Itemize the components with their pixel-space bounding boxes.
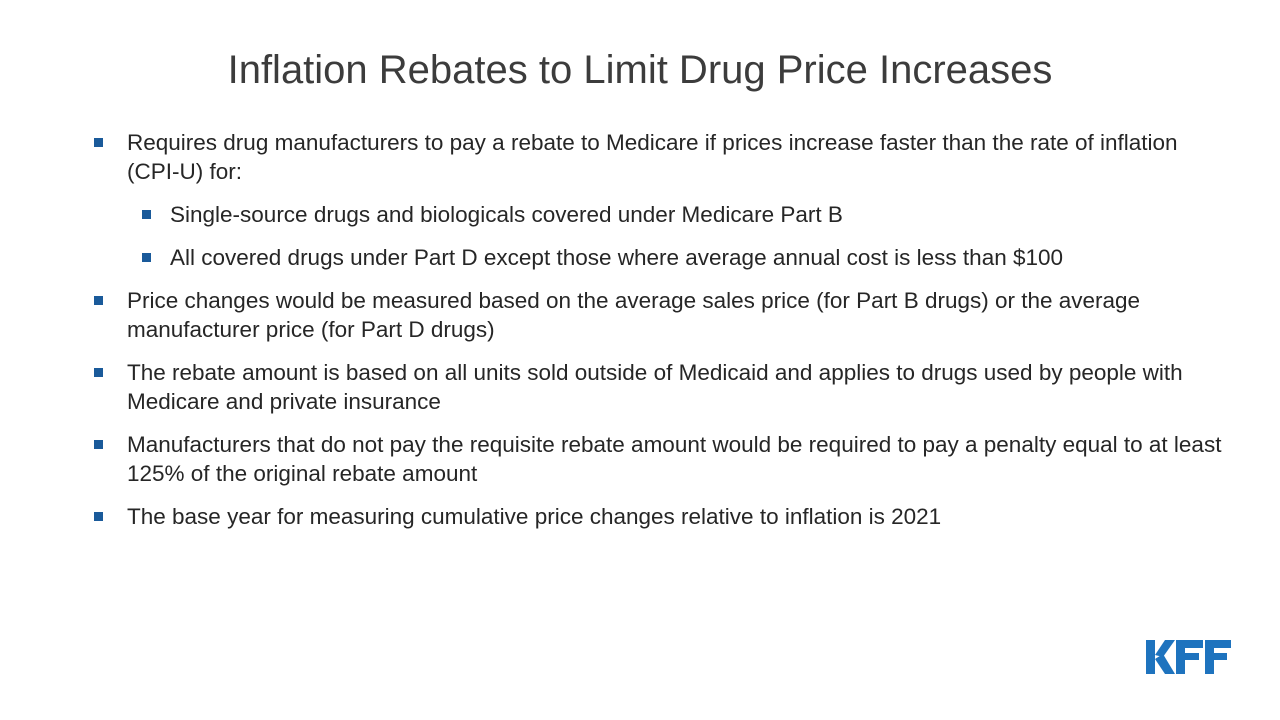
- sub-bullet-item: All covered drugs under Part D except th…: [92, 243, 1222, 272]
- bullet-text: The base year for measuring cumulative p…: [127, 504, 942, 529]
- bullet-square-icon: [94, 440, 103, 449]
- bullet-text: Single-source drugs and biologicals cove…: [170, 202, 843, 227]
- bullet-text: All covered drugs under Part D except th…: [170, 245, 1064, 270]
- bullet-text: Requires drug manufacturers to pay a reb…: [127, 130, 1178, 184]
- slide-title: Inflation Rebates to Limit Drug Price In…: [227, 48, 1053, 92]
- bullet-item: Price changes would be measured based on…: [92, 286, 1222, 344]
- bullet-text: The rebate amount is based on all units …: [127, 360, 1183, 414]
- bullet-item: The base year for measuring cumulative p…: [92, 502, 1222, 531]
- bullet-item: The rebate amount is based on all units …: [92, 358, 1222, 416]
- bullet-text: Manufacturers that do not pay the requis…: [127, 432, 1222, 486]
- bullet-square-icon: [94, 368, 103, 377]
- bullet-item: Requires drug manufacturers to pay a reb…: [92, 128, 1222, 186]
- sub-bullet-item: Single-source drugs and biologicals cove…: [92, 200, 1222, 229]
- bullet-square-icon: [94, 296, 103, 305]
- bullet-item: Manufacturers that do not pay the requis…: [92, 430, 1222, 488]
- bullet-text: Price changes would be measured based on…: [127, 288, 1141, 342]
- bullet-square-icon: [142, 210, 151, 219]
- kff-logo-icon: [1146, 640, 1231, 674]
- bullet-list: Requires drug manufacturers to pay a reb…: [92, 128, 1222, 545]
- bullet-square-icon: [94, 512, 103, 521]
- bullet-square-icon: [94, 138, 103, 147]
- bullet-square-icon: [142, 253, 151, 262]
